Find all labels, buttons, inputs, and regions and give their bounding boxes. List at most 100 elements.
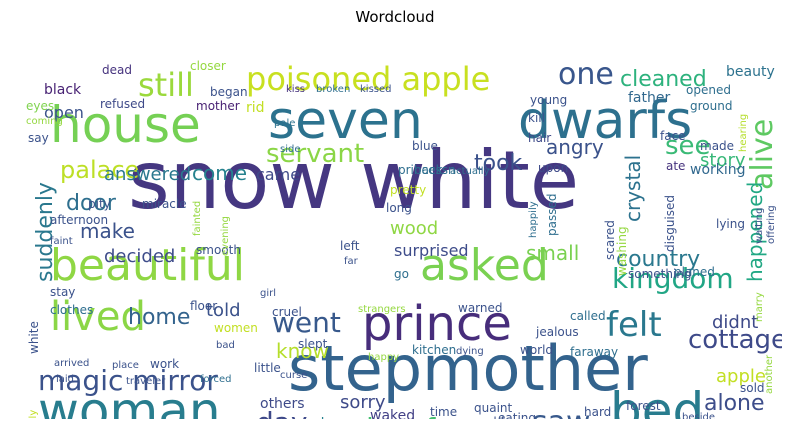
word-waked: waked (370, 408, 415, 419)
word-world: world (520, 343, 553, 357)
word-surprised: surprised (394, 241, 469, 260)
word-felt: felt (606, 305, 662, 345)
word-pale: pale (274, 118, 295, 129)
word-work: work (150, 357, 179, 371)
word-finally: finally (28, 410, 39, 419)
word-magic-mirror: magic mirror (38, 364, 218, 397)
word-dwarfs: dwarfs (518, 91, 692, 151)
word-clothes: clothes (50, 303, 93, 317)
word-jealous: jealous (535, 325, 579, 339)
word-ate: ate (666, 159, 685, 173)
word-something: something (628, 267, 692, 281)
wordcloud-svg: snow white stepmother seven dwarfs beautiful… (26, 57, 782, 419)
word-passed: passed (545, 194, 559, 236)
word-bed: bed (610, 382, 704, 419)
word-kitchen: kitchen (412, 343, 456, 357)
word-waiting: waiting (754, 208, 765, 244)
word-stepmother: stepmother (288, 332, 648, 405)
word-beauty: beauty (726, 64, 775, 80)
word-side: side (280, 144, 301, 155)
word-began: began (210, 85, 248, 99)
word-alone: alone (704, 391, 765, 416)
word-happy: happy (368, 352, 399, 363)
word-faint: faint (50, 236, 73, 247)
word-saw: saw (532, 405, 591, 419)
word-came: came (256, 165, 300, 184)
word-palace: palace (60, 156, 139, 184)
word-decided: decided (104, 246, 175, 267)
word-blue: blue (412, 139, 438, 153)
word-old: old (486, 415, 504, 419)
word-kiss: kiss (286, 84, 305, 95)
word-marry: marry (754, 292, 765, 322)
word-evening: evening (220, 216, 231, 256)
word-left: left (340, 239, 360, 253)
word-princessn: princessn (398, 163, 456, 177)
word-dying: dying (456, 346, 484, 357)
word-beautiful: beautiful (50, 240, 245, 291)
word-actually: actually (450, 166, 490, 177)
word-wood: wood (390, 218, 438, 239)
word-apple: apple (716, 366, 766, 387)
word-sold: sold (740, 381, 765, 395)
word-prince: prince (362, 296, 512, 352)
word-back: back (414, 163, 443, 177)
word-cottage: cottage (688, 325, 782, 355)
word-washing: washing (615, 226, 629, 276)
word-ground: ground (690, 99, 732, 113)
word-one: one (558, 57, 614, 92)
word-know: know (276, 339, 329, 363)
word-black: black (44, 82, 82, 98)
word-eyes: eyes (26, 99, 54, 113)
word-coming: coming (26, 116, 63, 127)
word-kingdom: kingdom (612, 262, 734, 295)
word-asked: asked (420, 240, 549, 291)
word-forced: forced (200, 374, 232, 385)
word-day: day (256, 406, 308, 419)
word-seven: seven (268, 91, 423, 151)
wordcloud-canvas: snow white stepmother seven dwarfs beautiful… (10, 30, 782, 419)
word-crystal: crystal (621, 155, 645, 222)
word-went: went (272, 306, 341, 339)
word-planed: planed (674, 265, 715, 279)
word-miracle: miracle (142, 197, 187, 211)
word-place: place (112, 360, 139, 371)
word-beside: beside (682, 412, 715, 419)
word-girl: girl (260, 288, 276, 299)
word-home: home (128, 305, 190, 330)
word-slept: slept (298, 337, 328, 351)
word-working: working (690, 162, 746, 178)
word-angry: angry (546, 135, 604, 159)
word-hard: hard (584, 405, 611, 419)
word-father: father (628, 90, 670, 106)
word-snow-white: snow white (128, 134, 579, 227)
word-broken: broken (316, 84, 350, 95)
word-smooth: smooth (196, 243, 241, 257)
word-strangers: strangers (358, 304, 406, 315)
word-far: far (344, 256, 359, 267)
word-young: young (530, 93, 567, 107)
word-pity: pity (88, 197, 111, 211)
word-lived: lived (50, 294, 146, 340)
word-took: took (474, 151, 523, 176)
word-happily: happily (528, 201, 539, 238)
chart-title: Wordcloud (355, 8, 435, 26)
word-white: white (27, 321, 41, 354)
word-long: long (386, 201, 412, 215)
word-go: go (394, 267, 409, 281)
word-country: country (616, 247, 700, 272)
word-fainted: fainted (192, 201, 203, 236)
word-laid: laid (56, 374, 74, 385)
word-say: say (28, 131, 49, 145)
word-story: story (700, 150, 746, 171)
word-curse: curse (280, 370, 307, 381)
word-women: women (214, 321, 258, 335)
word-scared: scared (603, 220, 617, 260)
word-offering: offering (766, 205, 777, 244)
word-come: come (192, 161, 247, 185)
word-told: told (206, 300, 241, 321)
word-make: make (80, 219, 135, 243)
word-pretty: pretty (390, 183, 426, 197)
word-alive: alive (745, 119, 780, 190)
word-didnt: didnt (712, 312, 758, 333)
